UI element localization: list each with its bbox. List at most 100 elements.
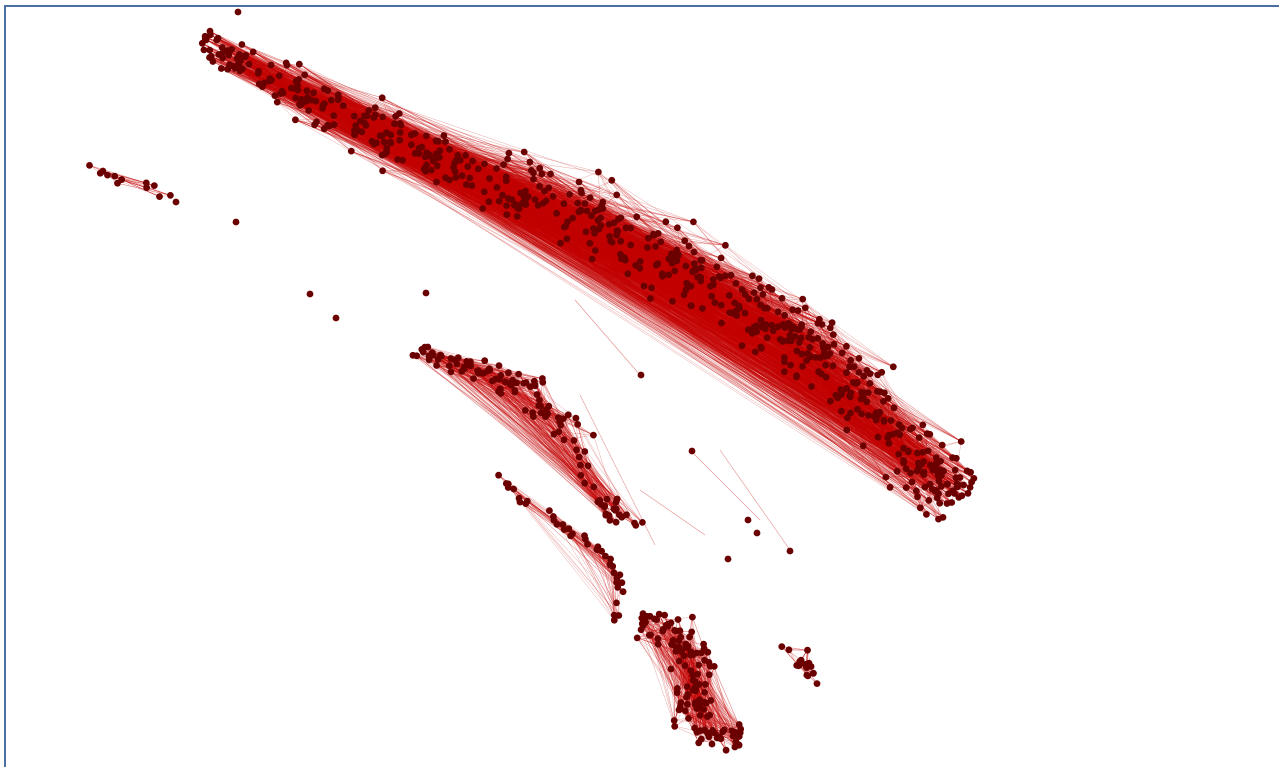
graph-node [670, 642, 677, 649]
graph-node [633, 213, 640, 220]
graph-node [225, 52, 232, 59]
graph-node [493, 165, 500, 172]
graph-node [551, 517, 558, 524]
graph-node [682, 641, 689, 648]
graph-node [418, 144, 425, 151]
graph-node [754, 530, 761, 537]
graph-node [310, 90, 317, 97]
graph-node [416, 150, 423, 157]
graph-node [512, 201, 519, 208]
graph-node [880, 398, 887, 405]
graph-node [114, 180, 121, 187]
graph-node [674, 224, 681, 231]
graph-node [235, 61, 242, 68]
graph-node [469, 158, 476, 165]
graph-node [699, 257, 706, 264]
graph-node [276, 73, 283, 80]
graph-node [274, 99, 281, 106]
graph-node [213, 37, 220, 44]
graph-node [701, 689, 708, 696]
graph-node [830, 331, 837, 338]
graph-node [900, 459, 907, 466]
graph-node [536, 183, 543, 190]
graph-node [397, 129, 404, 136]
graph-node [541, 188, 548, 195]
graph-node [364, 112, 371, 119]
graph-node [486, 175, 493, 182]
graph-node [582, 536, 589, 543]
graph-node [397, 120, 404, 127]
graph-node [683, 280, 690, 287]
graph-node [535, 402, 542, 409]
graph-node [634, 635, 641, 642]
graph-node [582, 200, 589, 207]
graph-node [945, 490, 952, 497]
graph-node [665, 255, 672, 262]
graph-node [895, 451, 902, 458]
graph-node [589, 256, 596, 263]
graph-node [561, 200, 568, 207]
graph-node [446, 177, 453, 184]
graph-node [796, 326, 803, 333]
graph-node [294, 82, 301, 89]
graph-node [235, 9, 242, 16]
graph-node [697, 712, 704, 719]
graph-node [335, 93, 342, 100]
graph-node [496, 198, 503, 205]
graph-node [218, 65, 225, 72]
graph-node [448, 369, 455, 376]
graph-node [617, 238, 624, 245]
graph-node [745, 517, 752, 524]
graph-node [590, 432, 597, 439]
graph-node [607, 556, 614, 563]
graph-node [479, 205, 486, 212]
graph-node [914, 493, 921, 500]
graph-node [528, 167, 535, 174]
graph-node [457, 157, 464, 164]
graph-node [887, 484, 894, 491]
graph-node [844, 414, 851, 421]
graph-node [381, 139, 388, 146]
graph-node [674, 685, 681, 692]
graph-node [875, 434, 882, 441]
graph-node [756, 275, 763, 282]
graph-node [372, 111, 379, 118]
graph-node [958, 438, 965, 445]
graph-node [671, 717, 678, 724]
graph-node [851, 363, 858, 370]
graph-node [288, 85, 295, 92]
graph-node [481, 161, 488, 168]
graph-node [86, 162, 93, 169]
graph-node [296, 101, 303, 108]
graph-node [707, 283, 714, 290]
graph-node [523, 379, 530, 386]
graph-node [515, 371, 522, 378]
graph-node [687, 667, 694, 674]
graph-node [408, 141, 415, 148]
graph-node [806, 660, 813, 667]
graph-node [111, 173, 118, 180]
graph-node [652, 243, 659, 250]
graph-node [359, 129, 366, 136]
graph-node [681, 237, 688, 244]
graph-node [746, 296, 753, 303]
graph-node [684, 701, 691, 708]
graph-node [601, 504, 608, 511]
graph-node [481, 357, 488, 364]
graph-node [714, 735, 721, 742]
graph-node [503, 480, 510, 487]
graph-node [433, 362, 440, 369]
graph-node [651, 232, 658, 239]
graph-node [799, 363, 806, 370]
graph-node [387, 140, 394, 147]
graph-node [856, 355, 863, 362]
graph-node [843, 343, 850, 350]
graph-node [823, 374, 830, 381]
graph-node [787, 548, 794, 555]
graph-node [758, 344, 765, 351]
graph-node [721, 727, 728, 734]
graph-node [940, 514, 947, 521]
graph-node [713, 263, 720, 270]
graph-node [292, 95, 299, 102]
graph-node [511, 387, 518, 394]
